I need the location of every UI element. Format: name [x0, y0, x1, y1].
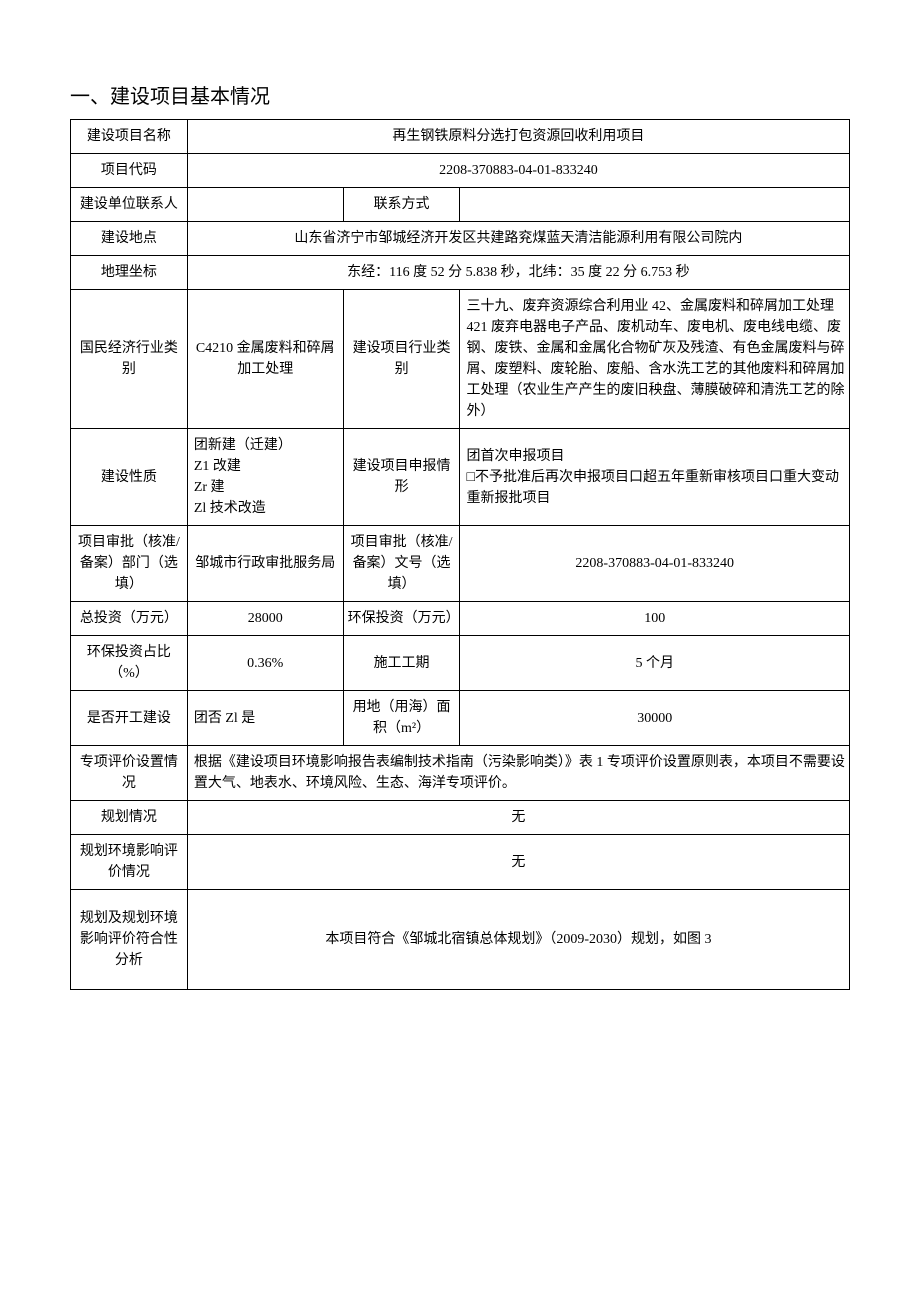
- value-project-code: 2208-370883-04-01-833240: [187, 154, 849, 188]
- table-row: 规划环境影响评价情况 无: [71, 835, 850, 890]
- label-special-eval: 专项评价设置情况: [71, 746, 188, 801]
- value-planning-env: 无: [187, 835, 849, 890]
- table-row: 建设地点 山东省济宁市邹城经济开发区共建路兖煤蓝天清洁能源利用有限公司院内: [71, 222, 850, 256]
- project-info-table: 建设项目名称 再生钢铁原料分选打包资源回收利用项目 项目代码 2208-3708…: [70, 119, 850, 990]
- value-econ-industry: C4210 金属废料和碎屑加工处理: [187, 290, 343, 429]
- table-row: 总投资（万元） 28000 环保投资（万元） 100: [71, 602, 850, 636]
- label-planning: 规划情况: [71, 801, 188, 835]
- value-coords: 东经：116 度 52 分 5.838 秒，北纬：35 度 22 分 6.753…: [187, 256, 849, 290]
- label-approval-dept: 项目审批（核准/备案）部门（选填）: [71, 526, 188, 602]
- label-project-name: 建设项目名称: [71, 120, 188, 154]
- value-env-invest-ratio: 0.36%: [187, 636, 343, 691]
- table-row: 地理坐标 东经：116 度 52 分 5.838 秒，北纬：35 度 22 分 …: [71, 256, 850, 290]
- table-row: 环保投资占比（%） 0.36% 施工工期 5 个月: [71, 636, 850, 691]
- label-construction-period: 施工工期: [343, 636, 460, 691]
- value-project-industry: 三十九、废弃资源综合利用业 42、金属废料和碎屑加工处理 421 废弃电器电子产…: [460, 290, 850, 429]
- table-row: 项目代码 2208-370883-04-01-833240: [71, 154, 850, 188]
- value-special-eval: 根据《建设项目环境影响报告表编制技术指南（污染影响类）》表 1 专项评价设置原则…: [187, 746, 849, 801]
- table-row: 国民经济行业类别 C4210 金属废料和碎屑加工处理 建设项目行业类别 三十九、…: [71, 290, 850, 429]
- label-env-invest: 环保投资（万元）: [343, 602, 460, 636]
- value-approval-no: 2208-370883-04-01-833240: [460, 526, 850, 602]
- label-project-industry: 建设项目行业类别: [343, 290, 460, 429]
- value-project-name: 再生钢铁原料分选打包资源回收利用项目: [187, 120, 849, 154]
- value-approval-dept: 邹城市行政审批服务局: [187, 526, 343, 602]
- label-env-invest-ratio: 环保投资占比（%）: [71, 636, 188, 691]
- label-econ-industry: 国民经济行业类别: [71, 290, 188, 429]
- label-contact-method: 联系方式: [343, 188, 460, 222]
- value-env-invest: 100: [460, 602, 850, 636]
- value-construction-period: 5 个月: [460, 636, 850, 691]
- value-location: 山东省济宁市邹城经济开发区共建路兖煤蓝天清洁能源利用有限公司院内: [187, 222, 849, 256]
- value-declare-form: 团首次申报项目 □不予批准后再次申报项目口超五年重新审核项目口重大变动重新报批项…: [460, 429, 850, 526]
- value-planning-conformity: 本项目符合《邹城北宿镇总体规划》（2009-2030）规划，如图 3: [187, 890, 849, 990]
- section-heading: 一、建设项目基本情况: [70, 80, 850, 109]
- table-row: 建设项目名称 再生钢铁原料分选打包资源回收利用项目: [71, 120, 850, 154]
- label-total-invest: 总投资（万元）: [71, 602, 188, 636]
- value-land-area: 30000: [460, 691, 850, 746]
- label-planning-conformity: 规划及规划环境影响评价符合性分析: [71, 890, 188, 990]
- label-started: 是否开工建设: [71, 691, 188, 746]
- table-row: 规划及规划环境影响评价符合性分析 本项目符合《邹城北宿镇总体规划》（2009-2…: [71, 890, 850, 990]
- label-location: 建设地点: [71, 222, 188, 256]
- value-total-invest: 28000: [187, 602, 343, 636]
- label-coords: 地理坐标: [71, 256, 188, 290]
- value-started: 团否 Zl 是: [187, 691, 343, 746]
- label-build-nature: 建设性质: [71, 429, 188, 526]
- label-land-area: 用地（用海）面积（m²）: [343, 691, 460, 746]
- label-project-code: 项目代码: [71, 154, 188, 188]
- table-row: 是否开工建设 团否 Zl 是 用地（用海）面积（m²） 30000: [71, 691, 850, 746]
- table-row: 专项评价设置情况 根据《建设项目环境影响报告表编制技术指南（污染影响类）》表 1…: [71, 746, 850, 801]
- value-planning: 无: [187, 801, 849, 835]
- table-row: 项目审批（核准/备案）部门（选填） 邹城市行政审批服务局 项目审批（核准/备案）…: [71, 526, 850, 602]
- table-row: 建设性质 团新建（迁建） Z1 改建 Zr 建 Zl 技术改造 建设项目申报情形…: [71, 429, 850, 526]
- table-row: 规划情况 无: [71, 801, 850, 835]
- label-approval-no: 项目审批（核准/备案）文号（选填）: [343, 526, 460, 602]
- value-contact-method: [460, 188, 850, 222]
- value-contact-person: [187, 188, 343, 222]
- label-declare-form: 建设项目申报情形: [343, 429, 460, 526]
- value-build-nature: 团新建（迁建） Z1 改建 Zr 建 Zl 技术改造: [187, 429, 343, 526]
- label-contact-person: 建设单位联系人: [71, 188, 188, 222]
- label-planning-env: 规划环境影响评价情况: [71, 835, 188, 890]
- table-row: 建设单位联系人 联系方式: [71, 188, 850, 222]
